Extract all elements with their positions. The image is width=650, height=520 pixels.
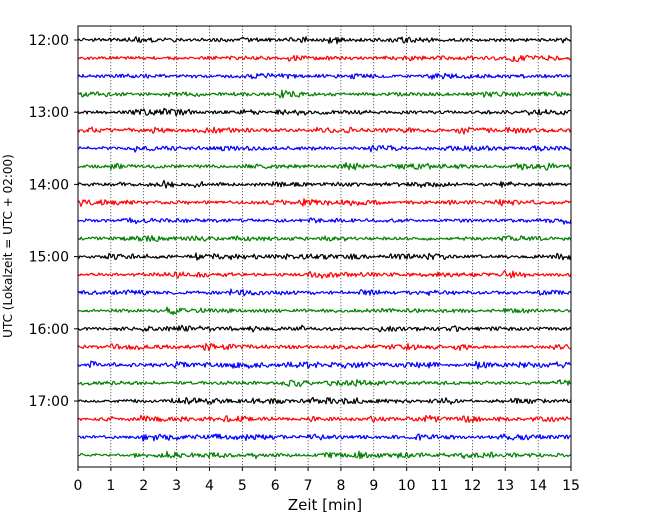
trace-line: [77, 252, 572, 261]
x-tick-label: 10: [398, 478, 416, 494]
trace-line: [77, 324, 572, 333]
x-tick-label: 9: [369, 478, 378, 494]
trace-line: [77, 360, 572, 370]
x-tick-label: 13: [496, 478, 514, 494]
trace-line: [77, 179, 572, 189]
trace-line: [77, 396, 572, 405]
trace-line: [77, 126, 572, 135]
trace-line: [77, 217, 572, 225]
x-tick-label: 11: [431, 478, 449, 494]
trace-line: [77, 89, 572, 99]
y-tick-label: 14:00: [29, 177, 69, 193]
y-tick-label: 16:00: [29, 322, 69, 338]
x-tick-label: 6: [271, 478, 280, 494]
x-tick-label: 0: [74, 478, 83, 494]
trace-line: [77, 450, 572, 460]
trace-line: [77, 161, 572, 171]
y-axis: 12:00 13:00 14:00 15:00 16:00 17:00: [29, 33, 78, 410]
trace-line: [77, 433, 572, 442]
seismic-traces: [77, 36, 572, 460]
x-tick-label: 8: [336, 478, 345, 494]
y-tick-label: 17:00: [29, 394, 69, 410]
trace-line: [77, 288, 572, 297]
trace-line: [77, 144, 572, 153]
x-tick-label: 4: [205, 478, 214, 494]
x-tick-label: 15: [562, 478, 580, 494]
trace-line: [77, 414, 572, 423]
trace-line: [77, 379, 572, 387]
trace-line: [77, 342, 572, 352]
x-tick-label: 5: [238, 478, 247, 494]
x-tick-label: 12: [463, 478, 481, 494]
y-axis-label: UTC (Lokalzeit = UTC + 02:00): [1, 154, 15, 338]
x-tick-label: 14: [529, 478, 547, 494]
trace-line: [77, 270, 572, 279]
plot-frame: [77, 25, 572, 468]
trace-line: [77, 198, 572, 207]
trace-line: [77, 107, 572, 117]
trace-line: [77, 234, 572, 243]
x-tick-label: 7: [304, 478, 313, 494]
trace-line: [77, 72, 572, 80]
y-tick-label: 13:00: [29, 105, 69, 121]
x-tick-label: 3: [172, 478, 181, 494]
trace-line: [77, 54, 572, 63]
trace-line: [77, 36, 572, 45]
y-tick-label: 15:00: [29, 250, 69, 266]
x-axis: 0 1 2 3 4 5 6 7 8 9 10 11 12 13 14 15: [74, 467, 580, 494]
y-tick-label: 12:00: [29, 33, 69, 49]
trace-line: [77, 306, 572, 316]
x-tick-label: 2: [139, 478, 148, 494]
x-tick-label: 1: [106, 478, 115, 494]
x-axis-label: Zeit [min]: [288, 496, 362, 514]
